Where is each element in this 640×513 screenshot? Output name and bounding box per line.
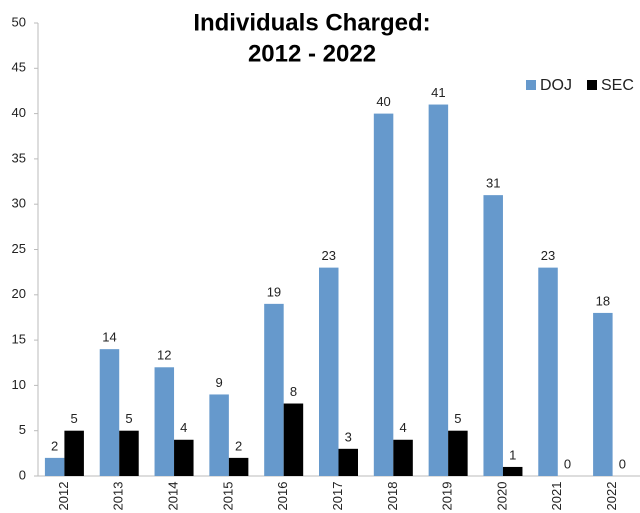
x-tick-label: 2019 [440, 482, 455, 511]
y-tick-label: 25 [12, 241, 26, 256]
data-label: 23 [322, 248, 336, 263]
data-label: 31 [486, 176, 500, 191]
y-tick-label: 0 [19, 467, 26, 482]
x-tick-label: 2020 [494, 482, 509, 511]
bar [99, 349, 120, 476]
x-tick-label: 2016 [275, 482, 290, 511]
bar [393, 439, 413, 476]
data-label: 14 [102, 330, 116, 345]
legend-swatch [526, 80, 536, 90]
y-tick-label: 30 [12, 196, 26, 211]
x-tick-label: 2017 [330, 482, 345, 511]
data-label: 9 [215, 375, 222, 390]
data-label: 19 [267, 284, 281, 299]
y-tick-label: 35 [12, 150, 26, 165]
x-tick-label: 2013 [111, 482, 126, 511]
bar [483, 195, 503, 476]
legend-label: DOJ [540, 77, 572, 94]
data-label: 23 [541, 248, 555, 263]
x-tick-label: 2018 [385, 482, 400, 511]
data-label: 41 [431, 85, 445, 100]
data-label: 5 [71, 411, 78, 426]
data-label: 4 [399, 420, 406, 435]
data-label: 0 [564, 456, 571, 471]
bar [538, 267, 558, 476]
bar [44, 457, 65, 476]
y-tick-label: 10 [12, 377, 26, 392]
bar [174, 439, 194, 476]
data-label: 5 [454, 411, 461, 426]
y-tick-label: 15 [12, 332, 26, 347]
bar [209, 394, 229, 476]
bar [64, 430, 84, 476]
y-tick-label: 40 [12, 105, 26, 120]
legend-label: SEC [601, 77, 634, 94]
data-label: 40 [376, 94, 390, 109]
x-tick-label: 2012 [56, 482, 71, 511]
data-label: 12 [157, 348, 171, 363]
bar [593, 312, 613, 476]
legend-swatch [587, 80, 597, 90]
bar [428, 104, 449, 476]
bar [319, 267, 339, 476]
y-tick-label: 45 [12, 60, 26, 75]
bar [283, 403, 304, 476]
data-label: 3 [345, 429, 352, 444]
chart-title: Individuals Charged: [193, 9, 430, 36]
y-tick-label: 5 [19, 422, 26, 437]
data-label: 0 [619, 456, 626, 471]
y-tick-label: 50 [12, 14, 26, 29]
x-tick-label: 2022 [604, 482, 619, 511]
data-label: 1 [509, 447, 516, 462]
x-tick-label: 2014 [165, 482, 180, 511]
chart-title: 2012 - 2022 [248, 40, 376, 67]
bar [154, 367, 175, 476]
bar [338, 448, 358, 476]
x-tick-label: 2015 [220, 482, 235, 511]
data-label: 5 [125, 411, 132, 426]
bar [228, 457, 249, 476]
x-tick-label: 2021 [549, 482, 564, 511]
data-label: 2 [235, 438, 242, 453]
data-label: 18 [596, 293, 610, 308]
bar [264, 303, 284, 476]
bar [502, 466, 523, 476]
bar [448, 430, 468, 476]
data-label: 4 [180, 420, 187, 435]
y-tick-label: 20 [12, 286, 26, 301]
bar [373, 113, 394, 476]
data-label: 8 [290, 384, 297, 399]
data-label: 2 [51, 438, 58, 453]
bar [119, 430, 139, 476]
